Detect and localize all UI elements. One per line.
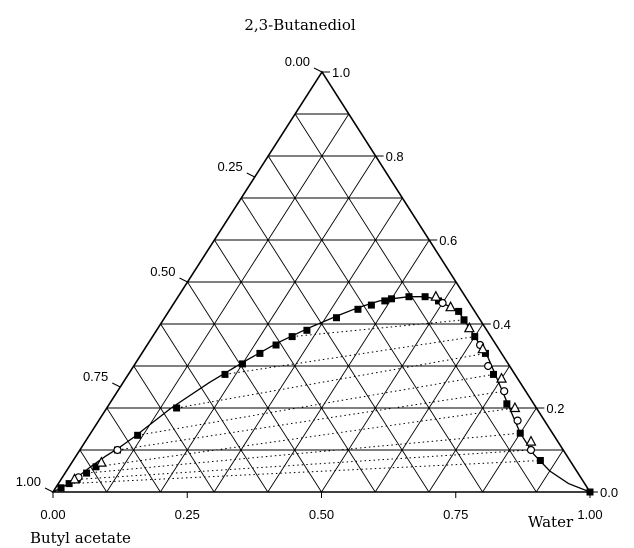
data-markers: [57, 290, 594, 496]
open-circle-marker: [484, 361, 493, 371]
open-circle-marker: [113, 445, 122, 455]
filled-square-marker: [303, 326, 311, 334]
open-triangle-marker: [68, 473, 80, 484]
bottom-tick-label: 1.00: [577, 507, 602, 522]
left-tick-label: 0.75: [83, 369, 108, 384]
filled-square-marker: [381, 297, 389, 305]
left-tick-label: 0.50: [150, 264, 175, 279]
open-circle-marker: [500, 387, 509, 396]
left-tick-label: 1.00: [16, 474, 41, 489]
grid-line-water: [321, 281, 457, 493]
tie-line: [95, 407, 515, 468]
tie-line: [224, 336, 475, 375]
tie-line: [137, 373, 494, 436]
tie-line: [292, 319, 465, 338]
filled-square-marker: [489, 370, 497, 378]
right-tick-label: 0.4: [493, 317, 511, 332]
open-triangle-marker: [477, 342, 489, 354]
filled-square-marker: [92, 463, 100, 471]
tie-line: [176, 352, 486, 409]
filled-square-marker: [516, 429, 524, 437]
right-tick-label: 0.2: [546, 401, 564, 416]
right-tick-label: 1.0: [332, 65, 350, 80]
grid-line-butyl-acetate: [187, 281, 322, 493]
filled-square-marker: [536, 457, 544, 464]
grid-line-water: [374, 323, 484, 493]
grid-lines: [79, 113, 564, 493]
filled-square-marker: [481, 349, 489, 357]
open-triangle-marker: [463, 321, 475, 333]
filled-square-marker: [367, 301, 375, 309]
filled-square-marker: [421, 293, 429, 301]
open-circle-marker: [526, 445, 536, 455]
filled-square-marker: [272, 341, 280, 349]
bottom-tick-label: 0.75: [443, 507, 468, 522]
left-tick-label: 0.25: [217, 159, 242, 174]
grid-line-butyl-acetate: [106, 407, 161, 493]
filled-square-marker: [65, 480, 73, 488]
filled-square-marker: [405, 293, 413, 301]
grid-line-butyl-acetate: [294, 113, 537, 493]
filled-square-marker: [288, 333, 296, 341]
vertex-label-top: 2,3-Butanediol: [244, 16, 356, 34]
filled-square-marker: [354, 305, 362, 313]
open-triangle-marker: [496, 372, 508, 383]
grid-line-water: [482, 407, 537, 493]
open-circle-marker: [438, 298, 447, 308]
right-tick-label: 0.8: [386, 149, 404, 164]
open-triangle-marker: [95, 456, 107, 467]
left-tick-label: 0.00: [285, 54, 310, 69]
left-tick-mark: [246, 172, 255, 178]
grid-line-water: [428, 365, 510, 493]
grid-line-water: [106, 113, 350, 493]
filled-square-marker: [332, 314, 340, 322]
left-tick-mark: [44, 487, 54, 493]
filled-square-marker: [134, 431, 142, 439]
left-tick-mark: [179, 277, 188, 283]
tie-line: [86, 432, 521, 474]
tick-labels: 0.00 0.25 0.50 0.75 1.000.000.250.500.751.00…: [16, 54, 618, 522]
filled-square-marker: [83, 469, 91, 477]
left-tick-mark: [112, 382, 121, 388]
bottom-tick-label: 0.00: [40, 507, 65, 522]
filled-square-marker: [388, 295, 396, 303]
grid-line-water: [213, 197, 403, 493]
open-circle-marker: [513, 416, 522, 425]
open-triangle-marker: [445, 300, 457, 312]
tie-lines: [69, 319, 541, 485]
filled-square-marker: [221, 370, 229, 378]
grid-line-butyl-acetate: [79, 449, 108, 493]
open-triangle-marker: [525, 435, 537, 446]
grid-line-butyl-acetate: [240, 197, 430, 493]
tie-line: [117, 390, 505, 451]
vertex-label-right: Water: [528, 513, 574, 531]
bottom-tick-label: 0.25: [175, 507, 200, 522]
filled-square-marker: [173, 404, 181, 412]
filled-square-marker: [503, 400, 511, 408]
bottom-tick-label: 0.50: [309, 507, 334, 522]
filled-square-marker: [238, 360, 246, 368]
left-tick-mark: [313, 67, 323, 73]
right-tick-label: 0.6: [439, 233, 457, 248]
tie-line: [77, 449, 532, 480]
grid-line-butyl-acetate: [160, 323, 269, 493]
filled-square-marker: [460, 316, 468, 324]
open-triangle-marker: [430, 290, 442, 301]
vertex-label-left: Butyl acetate: [30, 529, 131, 547]
filled-square-marker: [256, 349, 264, 357]
filled-square-marker: [471, 333, 479, 341]
right-tick-label: 0.0: [600, 485, 618, 500]
filled-square-marker: [57, 484, 65, 492]
open-triangle-marker: [509, 401, 521, 413]
filled-square-marker: [435, 297, 443, 305]
filled-square-marker: [455, 307, 463, 315]
